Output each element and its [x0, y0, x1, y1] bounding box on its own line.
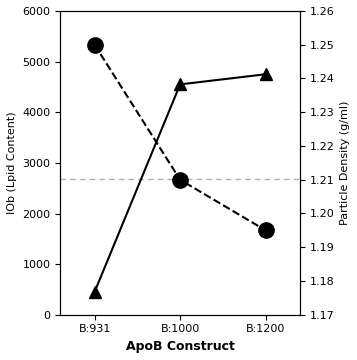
Y-axis label: IOb (Lpid Content): IOb (Lpid Content)	[7, 112, 17, 214]
X-axis label: ApoB Construct: ApoB Construct	[126, 340, 235, 353]
Y-axis label: Particle Density (g/ml): Particle Density (g/ml)	[340, 101, 350, 225]
